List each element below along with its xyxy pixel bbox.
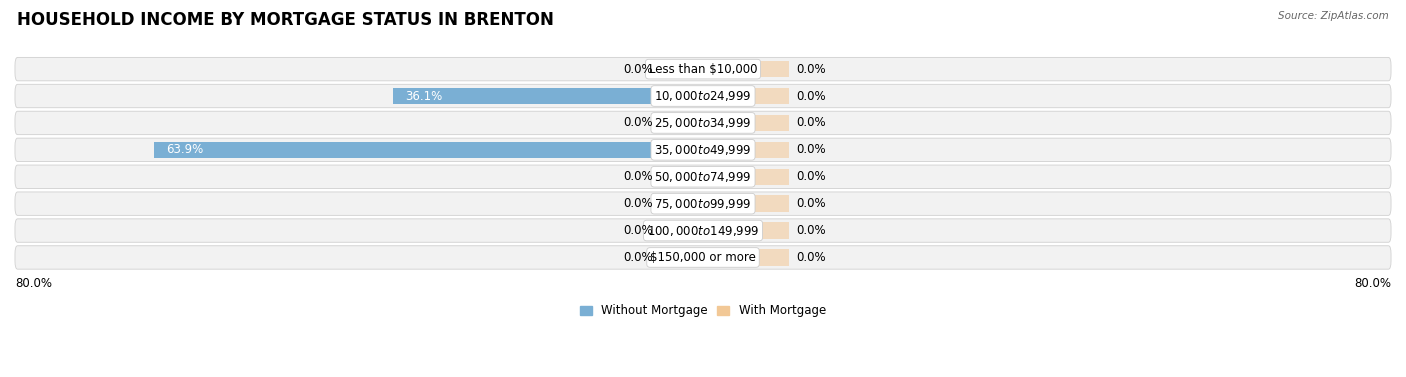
- Bar: [392, 88, 703, 104]
- Bar: [153, 142, 703, 158]
- FancyBboxPatch shape: [15, 165, 1391, 188]
- Text: 0.0%: 0.0%: [796, 63, 825, 76]
- Text: 0.0%: 0.0%: [796, 197, 825, 210]
- Text: 63.9%: 63.9%: [166, 143, 204, 156]
- Text: Less than $10,000: Less than $10,000: [648, 63, 758, 76]
- Text: 0.0%: 0.0%: [796, 251, 825, 264]
- Text: 0.0%: 0.0%: [796, 224, 825, 237]
- Text: 36.1%: 36.1%: [405, 89, 443, 103]
- Text: $35,000 to $49,999: $35,000 to $49,999: [654, 143, 752, 157]
- Text: Source: ZipAtlas.com: Source: ZipAtlas.com: [1278, 11, 1389, 21]
- Text: $100,000 to $149,999: $100,000 to $149,999: [647, 224, 759, 238]
- Legend: Without Mortgage, With Mortgage: Without Mortgage, With Mortgage: [575, 300, 831, 322]
- Bar: [703, 169, 789, 185]
- FancyBboxPatch shape: [15, 192, 1391, 215]
- Text: 0.0%: 0.0%: [623, 63, 654, 76]
- Bar: [659, 222, 703, 239]
- Text: 0.0%: 0.0%: [796, 170, 825, 183]
- Bar: [703, 61, 789, 77]
- Text: 80.0%: 80.0%: [1354, 277, 1391, 290]
- FancyBboxPatch shape: [15, 57, 1391, 81]
- Bar: [659, 115, 703, 131]
- Text: 0.0%: 0.0%: [796, 89, 825, 103]
- FancyBboxPatch shape: [15, 219, 1391, 242]
- FancyBboxPatch shape: [15, 138, 1391, 161]
- Text: $50,000 to $74,999: $50,000 to $74,999: [654, 170, 752, 184]
- Bar: [703, 115, 789, 131]
- Bar: [659, 61, 703, 77]
- Bar: [703, 88, 789, 104]
- Bar: [659, 249, 703, 266]
- Text: 0.0%: 0.0%: [796, 143, 825, 156]
- FancyBboxPatch shape: [15, 111, 1391, 135]
- Text: 0.0%: 0.0%: [623, 224, 654, 237]
- Text: $75,000 to $99,999: $75,000 to $99,999: [654, 197, 752, 211]
- Text: 0.0%: 0.0%: [623, 116, 654, 129]
- Bar: [703, 142, 789, 158]
- Text: 0.0%: 0.0%: [623, 197, 654, 210]
- Text: $150,000 or more: $150,000 or more: [650, 251, 756, 264]
- Text: $25,000 to $34,999: $25,000 to $34,999: [654, 116, 752, 130]
- Bar: [703, 222, 789, 239]
- Text: 0.0%: 0.0%: [623, 251, 654, 264]
- FancyBboxPatch shape: [15, 246, 1391, 269]
- Text: 0.0%: 0.0%: [623, 170, 654, 183]
- Text: 0.0%: 0.0%: [796, 116, 825, 129]
- Bar: [703, 249, 789, 266]
- Bar: [703, 195, 789, 212]
- Text: $10,000 to $24,999: $10,000 to $24,999: [654, 89, 752, 103]
- Text: 80.0%: 80.0%: [15, 277, 52, 290]
- Bar: [659, 195, 703, 212]
- Text: HOUSEHOLD INCOME BY MORTGAGE STATUS IN BRENTON: HOUSEHOLD INCOME BY MORTGAGE STATUS IN B…: [17, 11, 554, 29]
- FancyBboxPatch shape: [15, 84, 1391, 108]
- Bar: [659, 169, 703, 185]
